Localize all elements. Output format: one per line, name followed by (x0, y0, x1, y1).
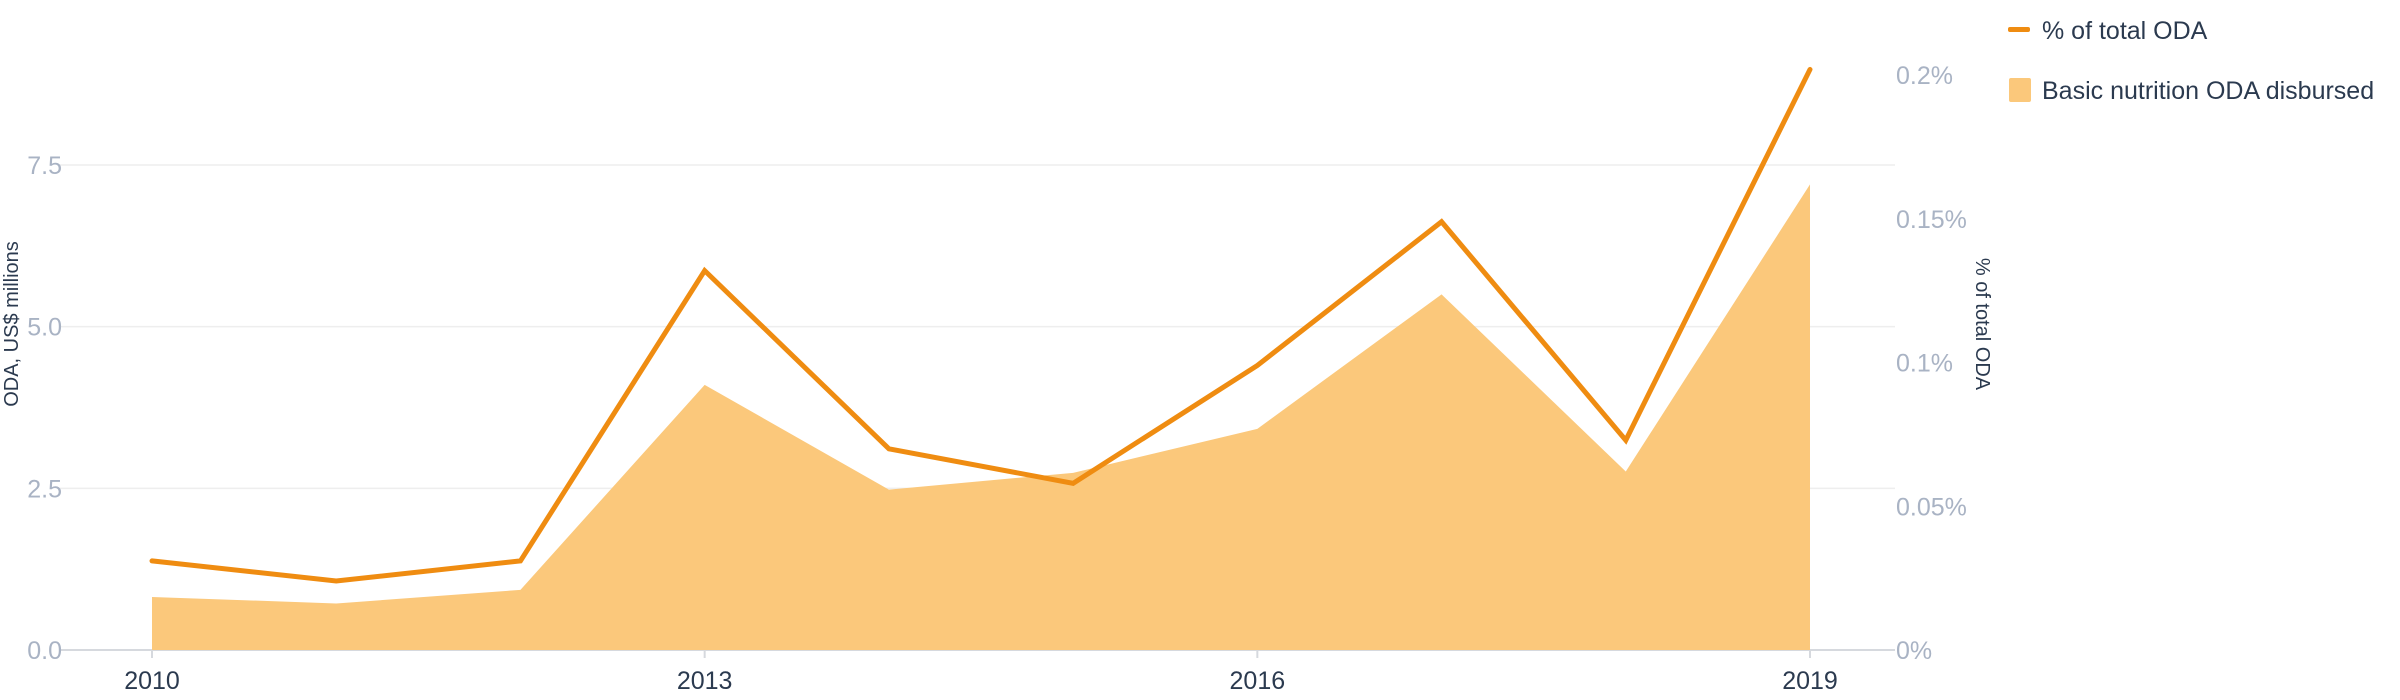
left-tick-label: 5.0 (27, 314, 62, 342)
legend-label-percent-oda: % of total ODA (2042, 17, 2208, 45)
right-tick-label: 0% (1896, 637, 1932, 665)
legend: % of total ODA Basic nutrition ODA disbu… (2008, 17, 2374, 105)
x-tick-label: 2013 (677, 667, 733, 695)
right-tick-label: 0.1% (1896, 350, 1953, 378)
left-tick-label: 7.5 (27, 152, 62, 180)
x-tick-label: 2016 (1230, 667, 1286, 695)
x-axis: 2010 2013 2016 2019 (124, 650, 1838, 695)
right-y-axis: 0% 0.05% 0.1% 0.15% 0.2% (1896, 62, 1967, 665)
left-y-axis: 0.0 2.5 5.0 7.5 (27, 152, 62, 665)
legend-item-percent-oda[interactable]: % of total ODA (2008, 17, 2208, 45)
percent-oda-line (149, 66, 1813, 584)
x-tick-label: 2010 (124, 667, 180, 695)
legend-label-nutrition-oda: Basic nutrition ODA disbursed (2042, 77, 2374, 105)
right-tick-label: 0.2% (1896, 62, 1953, 90)
right-tick-label: 0.05% (1896, 493, 1967, 521)
x-tick-label: 2019 (1782, 667, 1838, 695)
right-axis-title: % of total ODA (1971, 258, 1993, 391)
legend-line-swatch (2008, 27, 2030, 32)
area-fill (152, 184, 1810, 650)
right-tick-label: 0.15% (1896, 206, 1967, 234)
nutrition-oda-area (152, 184, 1810, 650)
legend-item-nutrition-oda[interactable]: Basic nutrition ODA disbursed (2009, 77, 2374, 105)
left-tick-label: 2.5 (27, 475, 62, 503)
percent-line-path (149, 66, 1813, 584)
left-tick-label: 0.0 (27, 637, 62, 665)
left-axis-title: ODA, US$ millions (1, 241, 23, 407)
legend-area-swatch (2009, 78, 2031, 102)
